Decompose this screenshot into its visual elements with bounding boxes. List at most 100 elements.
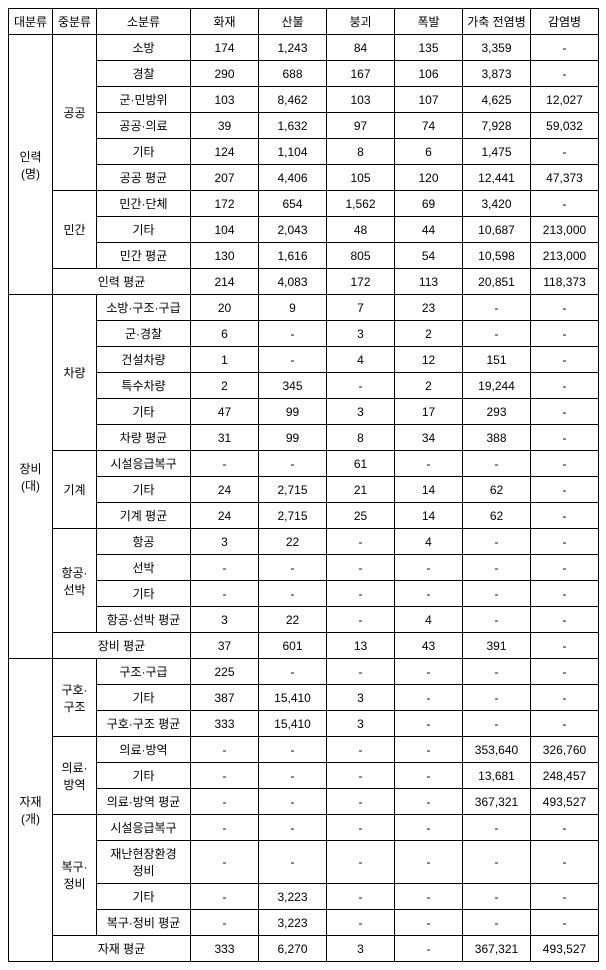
data-cell: 387	[191, 685, 259, 711]
data-cell: 167	[327, 61, 395, 87]
data-cell: 130	[191, 243, 259, 269]
data-cell: 34	[395, 425, 463, 451]
header-cell: 중분류	[53, 9, 97, 35]
data-cell: 59,032	[531, 113, 599, 139]
l3-cell: 시설응급복구	[97, 815, 191, 841]
table-row: 자재(개) 구호·구조 구조·구급225-----	[9, 659, 599, 685]
l2-cell: 구호·구조	[53, 659, 97, 737]
data-cell: 17	[395, 399, 463, 425]
data-cell: 13,681	[463, 763, 531, 789]
data-cell: 62	[463, 503, 531, 529]
data-cell: 1,243	[259, 35, 327, 61]
data-cell: 1,475	[463, 139, 531, 165]
data-cell: -	[191, 841, 259, 884]
data-cell: 19,244	[463, 373, 531, 399]
data-cell: -	[191, 815, 259, 841]
data-cell: 1,104	[259, 139, 327, 165]
data-cell: 4	[327, 347, 395, 373]
l3-cell: 특수차량	[97, 373, 191, 399]
data-cell: 2,715	[259, 477, 327, 503]
data-cell: -	[463, 910, 531, 936]
data-cell: 388	[463, 425, 531, 451]
data-cell: -	[531, 884, 599, 910]
l2-cell: 항공·선박	[53, 529, 97, 633]
data-cell: 8	[327, 139, 395, 165]
data-cell: 84	[327, 35, 395, 61]
data-cell: -	[191, 555, 259, 581]
l3-cell: 항공	[97, 529, 191, 555]
data-cell: 39	[191, 113, 259, 139]
data-cell: 105	[327, 165, 395, 191]
header-cell: 산불	[259, 9, 327, 35]
table-row: 의료·방역 의료·방역----353,640326,760	[9, 737, 599, 763]
data-cell: 4,406	[259, 165, 327, 191]
data-cell: 106	[395, 61, 463, 87]
header-cell: 대분류	[9, 9, 53, 35]
l3-cell: 구조·구급	[97, 659, 191, 685]
data-cell: -	[259, 737, 327, 763]
data-cell: -	[463, 555, 531, 581]
data-cell: 12,027	[531, 87, 599, 113]
l3-cell: 군·경찰	[97, 321, 191, 347]
data-cell: 74	[395, 113, 463, 139]
table-row: 민간 민간·단체1726541,562693,420-	[9, 191, 599, 217]
data-cell: -	[531, 425, 599, 451]
data-cell: -	[531, 841, 599, 884]
l3-cell: 기타	[97, 399, 191, 425]
table-row: 기계 평균242,715251462-	[9, 503, 599, 529]
data-cell: -	[259, 659, 327, 685]
data-cell: -	[259, 347, 327, 373]
data-cell: 12,441	[463, 165, 531, 191]
table-row: 특수차량2345-219,244-	[9, 373, 599, 399]
data-cell: -	[531, 815, 599, 841]
data-cell: -	[531, 347, 599, 373]
data-cell: -	[395, 581, 463, 607]
data-cell: 601	[259, 633, 327, 659]
data-cell: 20,851	[463, 269, 531, 295]
avg-label: 장비 평균	[53, 633, 191, 659]
data-cell: -	[463, 321, 531, 347]
data-cell: -	[463, 529, 531, 555]
data-cell: 151	[463, 347, 531, 373]
data-cell: 25	[327, 503, 395, 529]
data-cell: -	[191, 884, 259, 910]
l3-cell: 의료·방역 평균	[97, 789, 191, 815]
data-cell: 104	[191, 217, 259, 243]
data-cell: 9	[259, 295, 327, 321]
table-row: 복구·정비 시설응급복구------	[9, 815, 599, 841]
data-cell: -	[259, 581, 327, 607]
header-row: 대분류 중분류 소분류 화재 산불 붕괴 폭발 가축 전염병 감염병	[9, 9, 599, 35]
data-cell: -	[531, 191, 599, 217]
data-cell: -	[259, 451, 327, 477]
table-row: 기계 시설응급복구--61---	[9, 451, 599, 477]
data-cell: 214	[191, 269, 259, 295]
data-cell: -	[327, 815, 395, 841]
data-cell: 54	[395, 243, 463, 269]
data-cell: -	[463, 659, 531, 685]
data-cell: -	[395, 815, 463, 841]
data-cell: -	[191, 763, 259, 789]
data-cell: 2,715	[259, 503, 327, 529]
data-cell: 3	[327, 711, 395, 737]
data-cell: -	[463, 451, 531, 477]
data-cell: -	[259, 555, 327, 581]
l1-cell: 인력(명)	[9, 35, 53, 295]
data-cell: 99	[259, 425, 327, 451]
table-row: 기타-3,223----	[9, 884, 599, 910]
data-cell: -	[327, 789, 395, 815]
data-cell: 23	[395, 295, 463, 321]
data-cell: -	[463, 685, 531, 711]
data-cell: 293	[463, 399, 531, 425]
l3-cell: 구호·구조 평균	[97, 711, 191, 737]
data-cell: 3,359	[463, 35, 531, 61]
data-cell: 22	[259, 529, 327, 555]
table-row: 선박------	[9, 555, 599, 581]
data-cell: -	[531, 477, 599, 503]
data-cell: 353,640	[463, 737, 531, 763]
data-cell: -	[531, 295, 599, 321]
l3-cell: 선박	[97, 555, 191, 581]
l3-cell: 항공·선박 평균	[97, 607, 191, 633]
data-cell: 14	[395, 503, 463, 529]
data-cell: -	[463, 884, 531, 910]
header-cell: 붕괴	[327, 9, 395, 35]
